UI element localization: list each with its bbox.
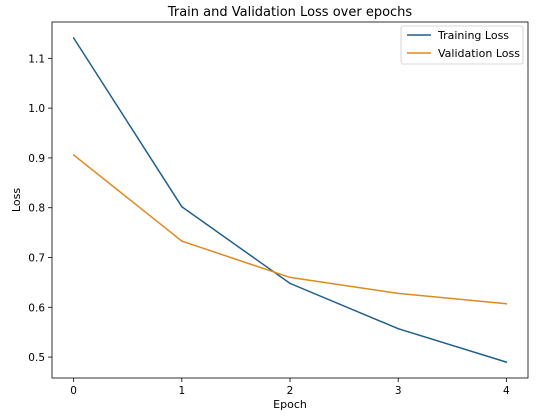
legend-label-training-loss: Training Loss xyxy=(437,29,509,42)
y-tick-label: 0.5 xyxy=(28,352,45,364)
data-point-training-loss xyxy=(289,282,291,285)
y-tick-label: 0.7 xyxy=(28,253,45,265)
data-point-validation-loss xyxy=(505,303,508,305)
x-tick-label: 3 xyxy=(395,385,402,397)
chart-title: Train and Validation Loss over epochs xyxy=(167,5,413,20)
plot-area xyxy=(51,21,529,379)
series-lines xyxy=(72,37,508,363)
y-tick-label: 1.0 xyxy=(28,103,45,115)
data-point-training-loss xyxy=(181,205,183,208)
x-tick-label: 2 xyxy=(287,385,294,397)
y-axis-label: Loss xyxy=(10,188,23,212)
data-point-training-loss xyxy=(505,361,508,363)
legend-label-validation-loss: Validation Loss xyxy=(438,47,520,60)
y-tick-label: 0.8 xyxy=(28,203,45,215)
series-line-training-loss xyxy=(72,37,507,363)
data-point-training-loss xyxy=(397,327,399,330)
x-tick-label: 1 xyxy=(178,385,185,397)
data-point-training-loss xyxy=(72,37,75,39)
x-axis: 0 1 2 3 4 xyxy=(70,378,510,397)
y-tick-label: 0.6 xyxy=(28,302,45,314)
data-point-validation-loss xyxy=(289,276,291,279)
series-line-validation-loss xyxy=(73,154,507,305)
legend-box xyxy=(400,25,524,65)
y-tick-label: 0.9 xyxy=(28,153,45,165)
data-point-validation-loss xyxy=(72,154,75,156)
y-tick-label: 1.1 xyxy=(28,53,45,65)
x-tick-label: 0 xyxy=(70,385,77,397)
legend: Training Loss Validation Loss xyxy=(400,25,524,65)
data-point-validation-loss xyxy=(181,240,183,242)
x-axis-label: Epoch xyxy=(273,398,307,411)
y-axis: 0.5 0.6 0.7 0.8 0.9 1.0 1.1 xyxy=(28,53,52,364)
x-tick-label: 4 xyxy=(503,385,510,397)
data-point-validation-loss xyxy=(397,292,399,295)
